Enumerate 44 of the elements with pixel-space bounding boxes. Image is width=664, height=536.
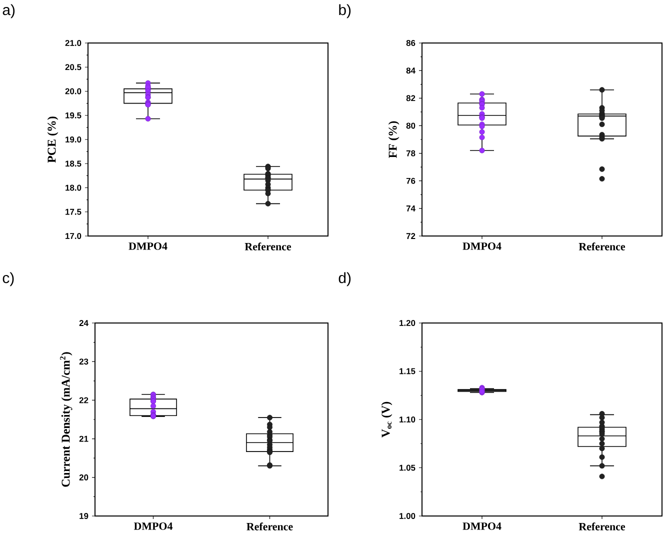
y-axis-title: PCE (%) (47, 116, 58, 163)
x-tick-label: Reference (244, 242, 292, 250)
y-tick-label: 20.5 (65, 64, 82, 70)
y-tick-label: 19 (80, 513, 88, 519)
text: c) (2, 272, 14, 286)
y-tick-label: 1.10 (400, 416, 416, 422)
x-tick-label: DMPO4 (134, 522, 173, 530)
y-tick-label: 74 (406, 206, 416, 212)
x-tick-label: Reference (578, 242, 626, 250)
y-tick-label: 22 (79, 397, 88, 404)
y-tick-label: 18.5 (66, 160, 82, 167)
y-tick-label: 17.5 (66, 208, 82, 215)
y-tick-label: 80 (406, 122, 416, 129)
y-tick-label: 72 (406, 233, 416, 239)
y-tick-label: 17.0 (66, 233, 82, 239)
y-tick-label: 21 (79, 436, 88, 442)
y-tick-label: 82 (406, 95, 416, 102)
y-axis-title: V$_{oc}$ (V) (381, 402, 392, 438)
y-tick-label: 1.05 (400, 464, 416, 471)
y-tick-label: 86 (406, 40, 416, 46)
x-tick-label: DMPO4 (462, 522, 502, 530)
text: b) (339, 4, 351, 18)
y-tick-label: 20.0 (65, 88, 82, 94)
y-tick-label: 76 (406, 178, 416, 184)
x-tick-label: Reference (578, 522, 626, 530)
y-tick-label: 1.00 (400, 513, 416, 519)
y-tick-label: 78 (406, 150, 416, 156)
y-tick-label: 20 (79, 474, 88, 480)
y-tick-label: 1.15 (400, 368, 416, 374)
y-tick-label: 1.20 (400, 320, 416, 326)
y-tick-label: 19.0 (66, 136, 82, 142)
y-tick-label: 84 (406, 68, 416, 74)
text: d) (338, 272, 351, 286)
y-axis-title: FF (%) (388, 121, 400, 158)
y-tick-label: 23 (79, 358, 88, 365)
x-tick-label: DMPO4 (462, 242, 502, 250)
x-tick-label: Reference (246, 522, 293, 530)
y-tick-label: 24 (79, 320, 88, 326)
y-axis-title: Current Density (mA/cm$^{2}$) (60, 352, 72, 487)
text: a) (2, 4, 15, 18)
y-tick-label: 18.0 (66, 184, 82, 191)
x-tick-label: DMPO4 (128, 242, 168, 250)
y-tick-label: 21.0 (65, 40, 82, 46)
y-tick-label: 19.5 (66, 112, 82, 118)
